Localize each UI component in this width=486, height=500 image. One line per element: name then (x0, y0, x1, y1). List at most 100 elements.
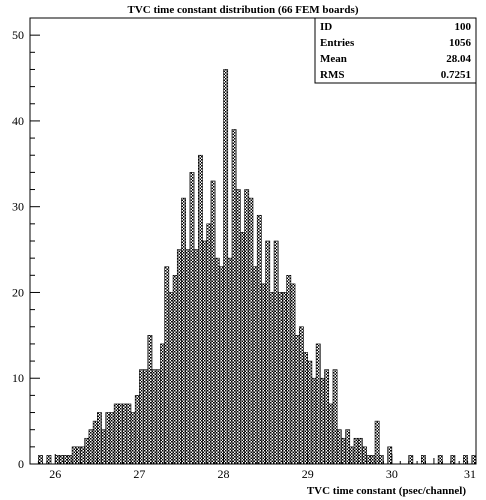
histogram-bar (332, 369, 338, 465)
histogram-bar (155, 369, 161, 465)
y-tick-label: 10 (12, 371, 24, 385)
histogram-bar (231, 129, 237, 465)
histogram-bar (59, 455, 64, 465)
histogram-bar (113, 403, 119, 465)
histogram-bar (67, 455, 73, 465)
histogram-bar (366, 455, 372, 465)
histogram-bar (244, 189, 250, 465)
chart-title: TVC time constant distribution (66 FEM b… (127, 4, 358, 16)
histogram-bar (223, 69, 229, 465)
histogram-bar (143, 369, 149, 465)
histogram-bar (54, 455, 60, 465)
histogram-bar (303, 352, 308, 465)
stats-value: 0.7251 (441, 69, 471, 81)
histogram-bar (214, 257, 220, 465)
histogram-bar (126, 403, 132, 465)
histogram-bar (282, 292, 287, 465)
y-tick-label: 20 (12, 285, 24, 299)
histogram-bar (63, 455, 69, 465)
histogram-bar (307, 360, 313, 465)
histogram-bar (421, 455, 426, 465)
x-axis-title: TVC time constant (psec/channel) (307, 485, 467, 497)
histogram-bar (193, 249, 199, 465)
x-tick-label: 27 (133, 467, 145, 481)
histogram-bar (84, 437, 90, 465)
histogram-bar (336, 429, 342, 465)
histogram-bar (273, 240, 279, 465)
histogram-bar (109, 412, 115, 465)
y-tick-label: 0 (18, 457, 24, 471)
axis-tick-labels: 26 27 28 29 30 31 0 10 20 30 40 50 (12, 28, 476, 481)
histogram-bar (328, 403, 334, 465)
histogram-bar (265, 240, 271, 465)
stats-label: RMS (320, 69, 344, 81)
histogram-bar (97, 412, 102, 465)
histogram-bar (101, 429, 107, 465)
stats-box: ID 100 Entries 1056 Mean 28.04 RMS 0.7251 (314, 17, 477, 84)
histogram-bar (349, 446, 355, 465)
histogram-bar (176, 249, 182, 465)
histogram-bar (75, 446, 81, 465)
histogram-bar (252, 266, 258, 465)
histogram-bar (80, 446, 85, 465)
histogram-bar (269, 292, 275, 465)
stats-value: 28.04 (446, 53, 471, 65)
histogram-bar (164, 266, 170, 465)
histogram-bar (227, 257, 233, 465)
histogram-bar (134, 395, 140, 465)
histogram-bar (450, 455, 456, 465)
y-tick-label: 30 (12, 200, 24, 214)
histogram-bar (370, 455, 376, 465)
y-tick-label: 40 (12, 114, 24, 128)
histogram-bar (181, 197, 186, 465)
histogram-bar (277, 292, 283, 465)
histogram-bar (46, 455, 52, 465)
histogram-bar (471, 455, 477, 465)
histogram-bar (315, 343, 321, 465)
histogram-bar (118, 403, 123, 465)
histogram-bars (38, 69, 477, 465)
stats-label: Mean (320, 53, 347, 65)
x-tick-label: 31 (464, 467, 476, 481)
x-tick-label: 28 (218, 467, 230, 481)
histogram-bar (235, 189, 241, 465)
histogram-bar (437, 455, 443, 465)
histogram-bar (185, 249, 191, 465)
histogram-bar (139, 369, 144, 465)
histogram-bar (324, 369, 330, 465)
histogram-bar (378, 455, 384, 465)
histogram-bar (353, 437, 359, 465)
histogram-bar (189, 172, 195, 465)
histogram-bar (387, 446, 393, 465)
histogram-bar (248, 197, 254, 465)
histogram-bar (320, 377, 325, 465)
histogram-bar (88, 429, 94, 465)
histogram-bar (357, 437, 363, 465)
x-tick-label: 30 (386, 467, 398, 481)
histogram-bar (240, 232, 245, 465)
histogram-bar (256, 214, 262, 465)
stats-value: 100 (455, 21, 472, 33)
histogram-bar (130, 412, 136, 465)
histogram-bar (160, 343, 165, 465)
histogram-bar (71, 446, 77, 465)
histogram-bar (151, 369, 157, 465)
histogram-bar (198, 154, 203, 465)
histogram-bar (408, 455, 414, 465)
histogram-bar (374, 420, 380, 465)
histogram-bar (210, 180, 216, 465)
histogram-bar (362, 446, 367, 465)
histogram-bar (345, 429, 351, 465)
histogram-bar (341, 437, 346, 465)
histogram-bar (105, 412, 111, 465)
histogram-bar (38, 455, 43, 465)
histogram-bar (311, 377, 317, 465)
axis-ticks (29, 17, 477, 465)
stats-value: 1056 (449, 37, 472, 49)
x-tick-label: 29 (302, 467, 314, 481)
histogram-bar (92, 420, 98, 465)
histogram-bar (298, 326, 304, 465)
histogram-bar (202, 240, 208, 465)
histogram-bar (463, 455, 468, 465)
